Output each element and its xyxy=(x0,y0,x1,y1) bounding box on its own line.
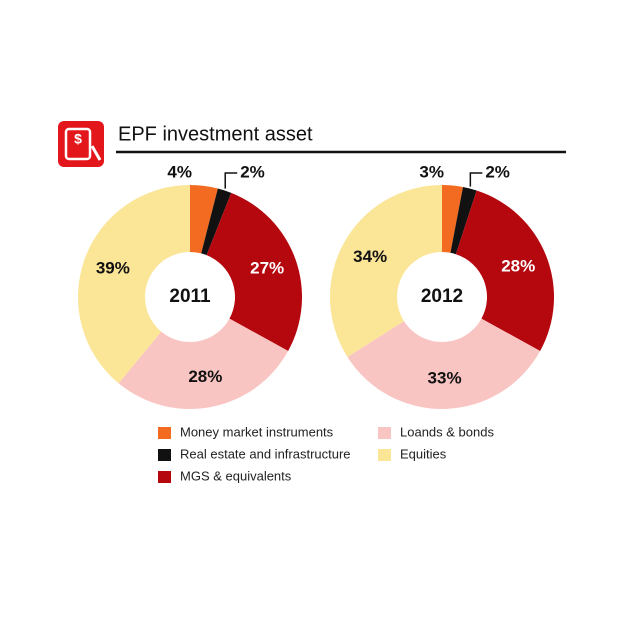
data-label: 3% xyxy=(419,162,444,181)
data-label: 27% xyxy=(250,259,284,278)
legend-label: Equities xyxy=(400,446,447,461)
data-label: 28% xyxy=(188,367,222,386)
data-label: 28% xyxy=(501,256,535,275)
legend-swatch xyxy=(378,427,391,439)
svg-text:$: $ xyxy=(74,131,82,147)
legend-swatch xyxy=(378,449,391,461)
legend-label: Real estate and infrastructure xyxy=(180,446,351,461)
donut-slice xyxy=(330,185,442,358)
donut-slice xyxy=(442,185,463,253)
chart-title: EPF investment asset xyxy=(118,123,313,145)
center-label: 2012 xyxy=(421,286,463,307)
title-icon: $ xyxy=(58,121,104,167)
donut-slice xyxy=(78,185,190,384)
leader-line xyxy=(224,172,238,189)
data-label: 33% xyxy=(428,368,462,387)
donut-slice xyxy=(190,185,218,254)
donut-slice xyxy=(118,318,289,409)
data-label: 39% xyxy=(96,259,130,278)
legend-swatch xyxy=(158,471,171,483)
legend-label: Loands & bonds xyxy=(400,424,494,439)
center-label: 2011 xyxy=(169,286,211,307)
legend-label: MGS & equivalents xyxy=(180,468,292,483)
legend-label: Money market instruments xyxy=(180,424,334,439)
donut-slice xyxy=(347,318,541,410)
donut-slice xyxy=(450,186,477,255)
donut-slice xyxy=(455,190,555,351)
legend-swatch xyxy=(158,427,171,439)
data-label: 2% xyxy=(240,162,265,181)
data-label: 2% xyxy=(485,162,510,181)
data-label: 4% xyxy=(167,162,192,181)
donut-slice xyxy=(206,192,303,351)
data-label: 34% xyxy=(353,247,387,266)
legend-swatch xyxy=(158,449,171,461)
leader-line xyxy=(469,172,483,187)
donut-slice xyxy=(201,188,232,256)
